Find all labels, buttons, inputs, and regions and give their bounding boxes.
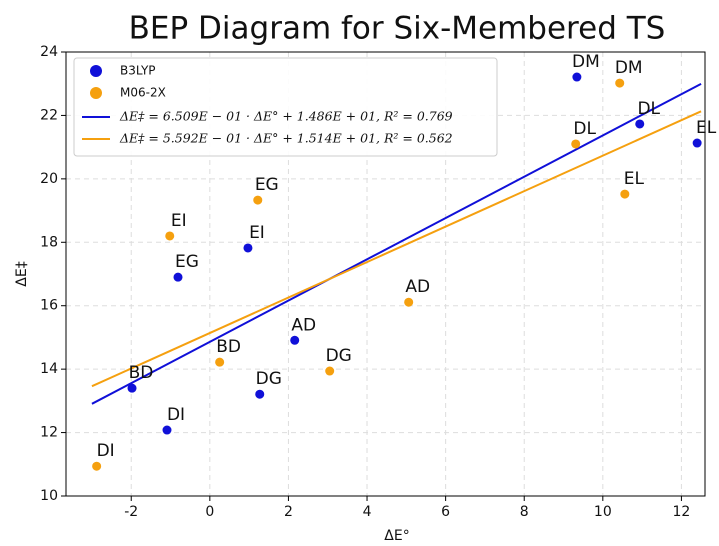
point-label: EI bbox=[249, 223, 265, 243]
point-label: DL bbox=[573, 119, 596, 139]
point-label: AD bbox=[291, 315, 316, 335]
data-point bbox=[127, 383, 137, 393]
y-tick-label: 16 bbox=[40, 298, 58, 314]
data-point bbox=[325, 366, 335, 376]
data-point bbox=[165, 231, 175, 241]
point-label: DG bbox=[256, 369, 282, 389]
y-axis-label: ΔE‡ bbox=[14, 261, 30, 286]
x-axis-label: ΔE° bbox=[384, 528, 409, 544]
x-tick-label: 6 bbox=[441, 504, 450, 520]
x-tick-label: 4 bbox=[363, 504, 372, 520]
chart-title: BEP Diagram for Six-Membered TS bbox=[129, 11, 666, 47]
data-point bbox=[615, 78, 625, 88]
data-point bbox=[635, 119, 645, 129]
data-point bbox=[215, 357, 225, 367]
data-point bbox=[290, 335, 300, 345]
point-label: DI bbox=[97, 441, 115, 461]
x-tick-label: 0 bbox=[205, 504, 214, 520]
point-label: DL bbox=[637, 99, 660, 119]
point-label: AD bbox=[405, 277, 430, 297]
y-tick-label: 22 bbox=[40, 107, 58, 123]
x-tick-label: 2 bbox=[284, 504, 293, 520]
point-label: DG bbox=[326, 346, 352, 366]
x-tick-label: -2 bbox=[124, 504, 138, 520]
y-tick-label: 14 bbox=[40, 361, 58, 377]
plot-frame bbox=[65, 51, 706, 497]
point-label: BD bbox=[129, 363, 154, 383]
y-tick-label: 12 bbox=[40, 425, 58, 441]
data-point bbox=[255, 389, 265, 399]
point-label: DI bbox=[167, 405, 185, 425]
point-label: EI bbox=[171, 211, 187, 231]
legend-box bbox=[73, 57, 498, 157]
fit-line bbox=[91, 82, 702, 405]
data-point bbox=[571, 139, 581, 149]
point-label: BD bbox=[216, 337, 241, 357]
y-tick-label: 20 bbox=[40, 171, 58, 187]
data-point bbox=[692, 138, 702, 148]
point-label: EL bbox=[624, 169, 645, 189]
data-point bbox=[253, 195, 263, 205]
data-point bbox=[173, 272, 183, 282]
y-tick-label: 18 bbox=[40, 234, 58, 250]
data-point bbox=[620, 189, 630, 199]
x-tick-label: 10 bbox=[594, 504, 612, 520]
data-point bbox=[572, 72, 582, 82]
legend-label: M06-2X bbox=[120, 86, 166, 100]
point-label: EG bbox=[255, 175, 279, 195]
legend-label: B3LYP bbox=[120, 64, 156, 78]
point-label: EG bbox=[175, 252, 199, 272]
legend-label: ΔE‡ = 5.592E − 01 · ΔE° + 1.514E + 01, R… bbox=[119, 131, 453, 146]
y-tick-label: 10 bbox=[40, 488, 58, 504]
data-point bbox=[92, 461, 102, 471]
point-label: DM bbox=[615, 58, 643, 78]
fit-line bbox=[91, 110, 702, 388]
data-point bbox=[404, 297, 414, 307]
x-tick-label: 12 bbox=[673, 504, 691, 520]
y-tick-label: 24 bbox=[40, 44, 58, 60]
point-label: DM bbox=[572, 52, 600, 72]
x-tick-label: 8 bbox=[520, 504, 529, 520]
point-label: EL bbox=[696, 118, 717, 138]
legend-marker bbox=[90, 65, 102, 77]
data-point bbox=[243, 243, 253, 253]
legend-label: ΔE‡ = 6.509E − 01 · ΔE° + 1.486E + 01, R… bbox=[119, 109, 453, 124]
legend-marker bbox=[90, 87, 102, 99]
data-point bbox=[162, 425, 172, 435]
